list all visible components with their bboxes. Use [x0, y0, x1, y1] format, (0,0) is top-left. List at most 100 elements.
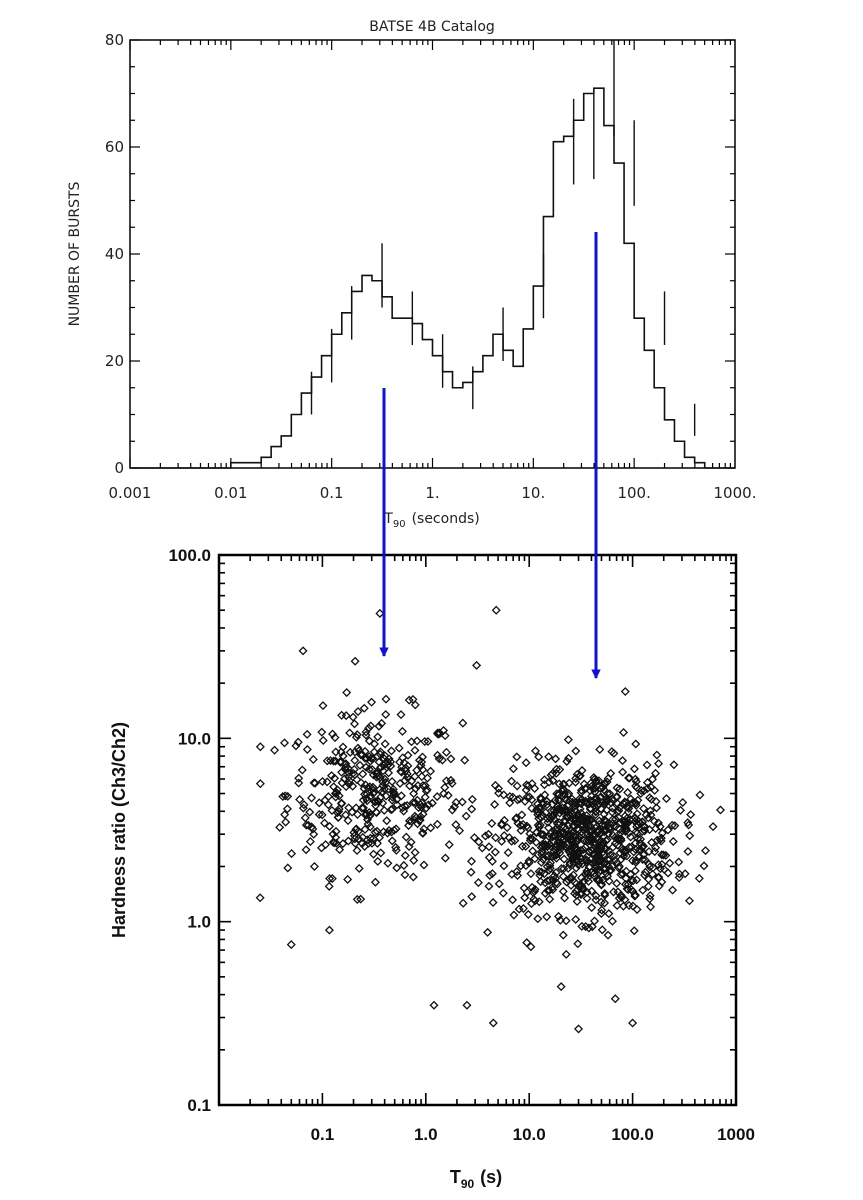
scatter-point	[583, 819, 593, 829]
scatter-point	[423, 800, 433, 810]
scatter-point	[352, 846, 362, 856]
histogram-plot-frame	[129, 39, 736, 469]
scatter-point	[419, 824, 429, 834]
scatter-chart: 0.1 1.0 10.0 100.0 1000 0.1 1.0 10.0 100…	[109, 546, 755, 1191]
scatter-point	[384, 754, 394, 764]
scatter-point	[336, 756, 346, 766]
scatter-point	[404, 695, 414, 705]
scatter-point	[325, 821, 335, 831]
histogram-error-bars	[310, 40, 696, 436]
scatter-point	[432, 819, 442, 829]
scatter-point	[521, 841, 531, 851]
scatter-point	[327, 805, 337, 815]
scatter-point	[526, 899, 537, 909]
scatter-point	[659, 864, 669, 874]
scatter-point	[558, 871, 568, 881]
scatter-point	[639, 803, 649, 814]
scatter-point	[571, 914, 581, 924]
scatter-point	[410, 745, 420, 755]
scatter-point	[505, 792, 515, 802]
scatter-point	[555, 764, 565, 775]
histogram-x-tick-label: 10.	[521, 484, 545, 502]
scatter-point	[539, 780, 549, 790]
scatter-point	[512, 781, 522, 791]
scatter-point	[333, 812, 343, 822]
scatter-point	[558, 784, 568, 794]
scatter-point	[600, 815, 611, 826]
scatter-point	[439, 725, 449, 736]
scatter-point	[648, 869, 658, 879]
scatter-point	[513, 818, 523, 828]
scatter-point	[549, 871, 559, 881]
scatter-point	[646, 794, 656, 804]
scatter-point	[568, 814, 578, 824]
scatter-point	[389, 789, 399, 799]
scatter-point	[552, 819, 562, 829]
scatter-point	[559, 779, 569, 789]
scatter-point	[656, 836, 666, 846]
scatter-point	[488, 1018, 498, 1028]
scatter-point	[341, 711, 351, 721]
scatter-point	[544, 865, 554, 875]
scatter-point	[639, 850, 649, 860]
scatter-point	[599, 859, 609, 869]
scatter-point	[383, 858, 393, 868]
scatter-point	[410, 847, 420, 857]
scatter-point	[599, 837, 609, 847]
scatter-point	[515, 794, 525, 804]
scatter-point	[568, 799, 578, 809]
scatter-point	[512, 867, 522, 877]
scatter-x-tick-label: 0.1	[311, 1125, 335, 1144]
scatter-point	[579, 779, 589, 789]
scatter-point	[383, 784, 393, 794]
scatter-point	[541, 851, 551, 861]
scatter-point	[375, 785, 385, 795]
scatter-point	[539, 869, 549, 879]
scatter-point	[603, 930, 613, 940]
scatter-point	[676, 805, 686, 815]
scatter-point	[647, 774, 657, 784]
scatter-point	[380, 739, 390, 749]
scatter-point	[576, 821, 586, 831]
scatter-point	[573, 939, 583, 949]
scatter-point	[620, 845, 630, 855]
scatter-point	[391, 824, 401, 834]
scatter-point	[562, 812, 572, 822]
scatter-point	[280, 791, 290, 801]
scatter-point	[548, 776, 558, 786]
histogram-x-tick-label: 1000.	[714, 484, 757, 502]
scatter-point	[572, 890, 582, 900]
scatter-point	[533, 914, 543, 924]
scatter-point	[374, 721, 384, 731]
scatter-point	[370, 827, 380, 837]
scatter-point	[536, 793, 546, 803]
scatter-point	[512, 795, 523, 805]
scatter-point	[467, 794, 477, 804]
scatter-point	[610, 994, 620, 1004]
scatter-point	[583, 869, 593, 879]
scatter-point	[299, 800, 309, 810]
scatter-point	[484, 852, 494, 862]
scatter-point	[420, 792, 430, 802]
scatter-point	[328, 729, 338, 739]
scatter-point	[540, 878, 550, 888]
scatter-point	[398, 803, 408, 813]
histogram-title: BATSE 4B Catalog	[369, 19, 495, 35]
scatter-y-tick-label: 0.1	[187, 1096, 211, 1115]
scatter-point	[433, 728, 443, 738]
scatter-point	[411, 813, 421, 823]
scatter-point	[614, 861, 624, 871]
scatter-point	[663, 868, 673, 878]
scatter-point	[381, 710, 391, 720]
scatter-point	[309, 829, 319, 839]
scatter-point	[397, 726, 407, 736]
scatter-point	[331, 838, 341, 848]
scatter-point	[642, 784, 652, 794]
scatter-point	[576, 788, 586, 798]
scatter-point	[530, 854, 540, 864]
scatter-point	[652, 835, 662, 845]
scatter-point	[559, 854, 569, 864]
scatter-point	[509, 910, 519, 920]
scatter-point	[645, 894, 655, 904]
scatter-point	[667, 820, 677, 830]
